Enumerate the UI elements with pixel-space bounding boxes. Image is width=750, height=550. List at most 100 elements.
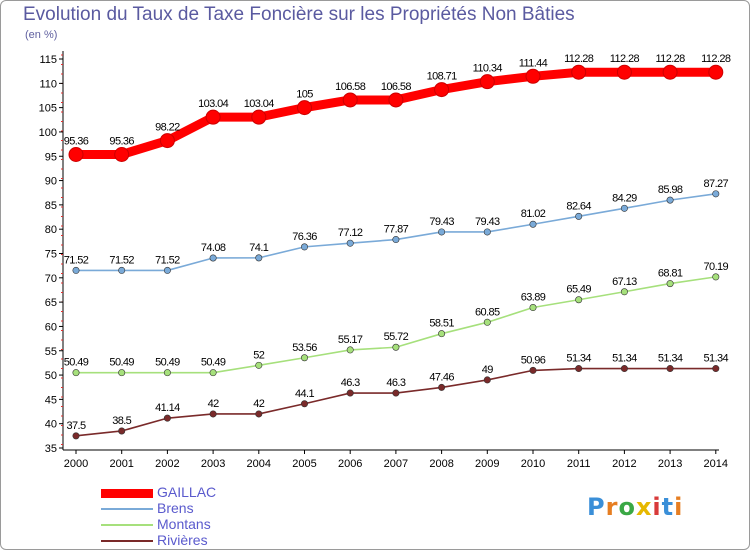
data-point <box>708 64 724 80</box>
data-point <box>300 243 308 251</box>
data-label: 47.46 <box>429 371 454 383</box>
data-label: 46.3 <box>341 377 360 389</box>
data-label: 112.28 <box>701 53 731 65</box>
y-tick-label: 45 <box>45 394 57 406</box>
x-tick-label: 2013 <box>658 458 682 470</box>
data-point <box>712 273 720 281</box>
y-tick-label: 100 <box>39 127 57 139</box>
data-label: 77.12 <box>338 227 363 239</box>
data-point <box>118 369 126 377</box>
x-tick-label: 2004 <box>247 458 271 470</box>
y-tick-label: 90 <box>45 176 57 188</box>
data-point <box>205 109 221 125</box>
data-point <box>114 146 130 162</box>
data-label: 103.04 <box>198 98 229 110</box>
data-label: 51.34 <box>704 353 729 365</box>
x-tick-label: 2010 <box>521 458 545 470</box>
data-label: 82.64 <box>566 200 591 212</box>
data-point <box>118 427 126 435</box>
data-label: 55.72 <box>384 331 409 343</box>
data-label: 87.27 <box>704 178 729 190</box>
series-rivières: 37.5 38.5 41.14 42 42 44.1 46.3 46.3 47.46 49 50.9… <box>66 353 729 440</box>
data-label: 95.36 <box>64 135 89 147</box>
data-label: 110.34 <box>473 63 503 75</box>
data-point <box>163 369 171 377</box>
data-label: 106.58 <box>381 81 412 93</box>
data-label: 106.58 <box>335 81 366 93</box>
data-label: 81.02 <box>521 208 546 220</box>
data-label: 50.49 <box>109 357 134 369</box>
data-label: 79.43 <box>429 216 454 228</box>
data-label: 108.71 <box>427 71 458 83</box>
data-label: 53.56 <box>292 342 317 354</box>
data-point <box>620 365 628 373</box>
x-tick-label: 2000 <box>64 458 88 470</box>
data-label: 105 <box>296 89 313 101</box>
data-point <box>525 68 541 84</box>
data-label: 74.1 <box>249 242 268 254</box>
data-point <box>483 376 491 384</box>
data-label: 46.3 <box>386 377 405 389</box>
data-point <box>666 365 674 373</box>
series-brens: 71.52 71.52 71.52 74.08 74.1 76.36 77.12 77.87 7… <box>64 178 729 274</box>
legend-swatch <box>101 540 153 542</box>
data-point <box>479 74 495 90</box>
data-label: 65.49 <box>566 284 591 296</box>
data-point <box>392 236 400 244</box>
data-label: 50.96 <box>521 354 546 366</box>
series-gaillac: 95.36 95.36 98.22 103.04 103.04 105 106.58 106.… <box>64 53 731 162</box>
data-label: 84.29 <box>612 192 637 204</box>
data-point <box>297 100 312 116</box>
data-label: 51.34 <box>658 353 683 365</box>
data-point <box>163 266 171 274</box>
data-point <box>712 190 720 198</box>
data-point <box>392 389 400 397</box>
data-point <box>68 146 84 162</box>
data-label: 52 <box>253 349 265 361</box>
data-label: 51.34 <box>612 353 637 365</box>
data-point <box>434 82 450 98</box>
data-point <box>346 239 354 247</box>
data-point <box>666 196 674 204</box>
data-point <box>251 109 267 125</box>
data-point <box>163 414 171 422</box>
data-point <box>300 400 308 408</box>
data-label: 103.04 <box>244 98 275 110</box>
data-label: 38.5 <box>112 415 131 427</box>
data-point <box>392 343 400 351</box>
y-tick-label: 60 <box>45 321 57 333</box>
data-point <box>209 254 217 262</box>
data-label: 71.52 <box>155 254 180 266</box>
data-point <box>438 330 446 338</box>
data-label: 85.98 <box>658 184 683 196</box>
data-point <box>346 389 354 397</box>
data-point <box>72 369 80 377</box>
y-tick-label: 65 <box>45 297 57 309</box>
data-point <box>388 92 404 108</box>
data-point <box>72 432 80 440</box>
data-point <box>529 220 537 228</box>
data-point <box>72 266 80 274</box>
chart-subtitle: (en %) <box>25 29 58 41</box>
data-point <box>575 212 583 220</box>
data-point <box>620 204 628 212</box>
data-point <box>483 318 491 326</box>
y-tick-label: 55 <box>45 346 57 358</box>
data-point <box>438 228 446 236</box>
data-label: 71.52 <box>109 254 134 266</box>
data-point <box>255 254 263 262</box>
x-tick-label: 2006 <box>338 458 362 470</box>
data-label: 112.28 <box>564 53 594 65</box>
x-tick-label: 2007 <box>384 458 408 470</box>
chart-title: Evolution du Taux de Taxe Foncière sur l… <box>23 4 575 25</box>
data-point <box>620 288 628 296</box>
x-tick-label: 2005 <box>292 458 316 470</box>
y-tick-label: 95 <box>45 151 57 163</box>
data-label: 55.17 <box>338 334 363 346</box>
data-label: 77.87 <box>384 224 409 236</box>
data-point <box>346 346 354 354</box>
data-point <box>666 280 674 288</box>
data-point <box>159 133 175 149</box>
y-tick-label: 50 <box>45 370 57 382</box>
data-label: 58.51 <box>429 318 454 330</box>
